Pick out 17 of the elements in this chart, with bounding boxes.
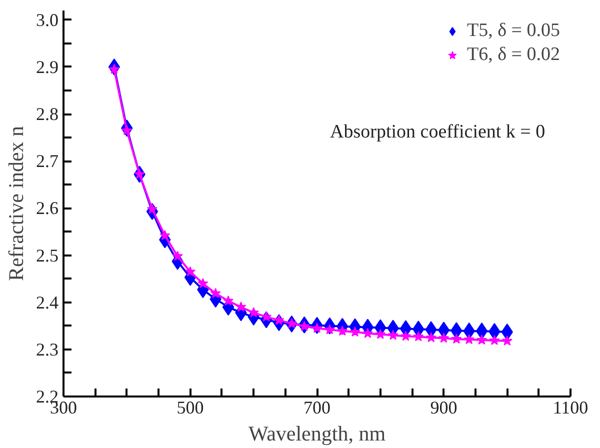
y-axis-title: Refractive index n xyxy=(4,125,28,282)
y-tick-label: 3.0 xyxy=(36,10,58,30)
y-tick-label: 2.7 xyxy=(36,151,58,172)
annotation: Absorption coefficient k = 0 xyxy=(330,121,546,142)
legend-label: T5, δ = 0.05 xyxy=(466,20,560,42)
y-tick-label: 2.8 xyxy=(36,104,58,124)
x-tick-label: 900 xyxy=(430,398,458,418)
x-axis-title: Wavelength, nm xyxy=(248,422,386,446)
y-tick-label: 2.3 xyxy=(36,339,58,360)
legend-label: T6, δ = 0.02 xyxy=(466,44,560,66)
y-tick-label: 2.6 xyxy=(36,198,58,218)
y-tick-label: 2.5 xyxy=(36,245,58,266)
x-tick-label: 500 xyxy=(176,398,204,418)
x-tick-label: 700 xyxy=(304,398,330,418)
y-tick-label: 2.9 xyxy=(36,56,58,77)
x-tick-label: 1100 xyxy=(552,398,588,418)
y-tick-label: 2.4 xyxy=(36,292,58,312)
